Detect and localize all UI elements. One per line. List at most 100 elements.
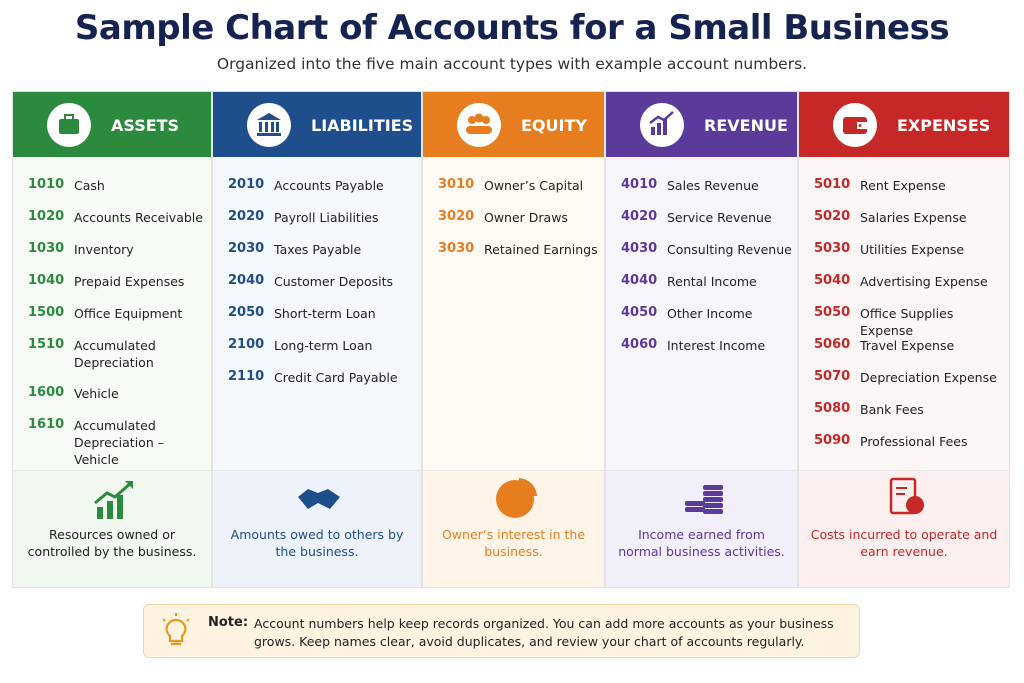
column-description: Income earned from normal business activ… (618, 527, 785, 559)
account-name: Payroll Liabilities (274, 210, 379, 225)
footer-glyph (94, 481, 133, 519)
account-name: Office Equipment (74, 306, 183, 321)
column-description: Owner’s interest in the business. (441, 527, 586, 559)
footer-icon (883, 477, 927, 525)
account-name: Owner’s Capital (484, 178, 584, 193)
account-name: Retained Earnings (484, 242, 598, 257)
subtitle: Organized into the five main account typ… (216, 55, 808, 73)
column-footer: Resources owned or controlled by the bus… (13, 470, 211, 587)
account-number: 2100 (228, 337, 265, 352)
account-name: Bank Fees (860, 402, 924, 417)
account-number: 5050 (814, 305, 851, 320)
account-number: 5080 (814, 401, 851, 416)
account-name: Travel Expense (860, 338, 955, 353)
title: Sample Chart of Accounts for a Small Bus… (74, 8, 950, 48)
column-description: Resources owned or controlled by the bus… (27, 527, 197, 559)
footer-icon (681, 477, 725, 525)
account-number: 2010 (228, 177, 265, 192)
account-name: Taxes Payable (274, 242, 362, 257)
account-name: Credit Card Payable (274, 370, 398, 385)
column-title: ASSETS (111, 116, 180, 135)
header-icon (833, 103, 877, 147)
note-box: Note: Account numbers help keep records … (143, 604, 860, 658)
account-name: Other Income (667, 306, 753, 321)
account-number: 1510 (28, 337, 65, 352)
account-name: Short-term Loan (274, 306, 376, 321)
account-name: Depreciation Expense (860, 370, 997, 385)
account-number: 5020 (814, 209, 851, 224)
column-description: Costs incurred to operate and earn reven… (810, 527, 998, 559)
footer-glyph (298, 489, 340, 509)
note-label: Note: (208, 615, 249, 630)
account-name: Utilities Expense (860, 242, 965, 257)
account-number: 4020 (621, 209, 658, 224)
account-number: 3010 (438, 177, 475, 192)
footer-glyph (889, 477, 924, 515)
account-name: Interest Income (667, 338, 766, 353)
account-number: 1610 (28, 417, 65, 432)
column-footer: Amounts owed to others by the business. (213, 470, 421, 587)
account-name: Inventory (74, 242, 134, 257)
account-name: Prepaid Expenses (74, 274, 185, 289)
account-number: 4010 (621, 177, 658, 192)
account-name: Customer Deposits (274, 274, 393, 289)
account-number: 1500 (28, 305, 65, 320)
icon-glyph (466, 113, 492, 134)
footer-icon (296, 477, 340, 525)
account-number: 5070 (814, 369, 851, 384)
column-header: EQUITY (423, 92, 604, 157)
account-name: Owner Draws (484, 210, 568, 225)
account-number: 3020 (438, 209, 475, 224)
column-header: REVENUE (606, 92, 797, 157)
column-header: LIABILITIES (213, 92, 421, 157)
note-text: Account numbers help keep records organi… (254, 616, 834, 649)
account-column: REVENUE 4010 Sales Revenue 4020 Service Reve… (605, 91, 798, 588)
account-number: 1020 (28, 209, 65, 224)
account-column: EQUITY 3010 Owner’s Capital 3020 Owner Draws… (422, 91, 605, 588)
account-column: ASSETS 1010 Cash 1020 Accounts Receivable 103… (12, 91, 212, 588)
column-title: REVENUE (704, 116, 788, 135)
account-number: 2050 (228, 305, 265, 320)
footer-glyph (495, 478, 537, 518)
column-header: EXPENSES (799, 92, 1009, 157)
account-name: Advertising Expense (860, 274, 988, 289)
account-name: Vehicle (74, 386, 119, 401)
column-footer: Costs incurred to operate and earn reven… (799, 470, 1009, 587)
account-number: 2020 (228, 209, 265, 224)
account-name: Office Supplies Expense (860, 306, 954, 338)
account-name: Accounts Receivable (74, 210, 203, 225)
column-footer: Owner’s interest in the business. (423, 470, 604, 587)
footer-glyph (684, 485, 723, 514)
bulb-icon (162, 613, 190, 646)
account-name: Accounts Payable (274, 178, 384, 193)
header-icon (457, 103, 501, 147)
column-description: Amounts owed to others by the business. (230, 527, 404, 559)
account-name: Service Revenue (667, 210, 772, 225)
footer-icon (493, 477, 537, 525)
account-number: 2030 (228, 241, 265, 256)
header-icon (247, 103, 291, 147)
account-number: 5090 (814, 433, 851, 448)
account-name: Accumulated Depreciation – Vehicle (74, 418, 164, 467)
header-icon (47, 103, 91, 147)
account-name: Long-term Loan (274, 338, 373, 353)
column-title: EQUITY (521, 116, 587, 135)
icon-glyph (257, 113, 281, 136)
icon-glyph (649, 111, 674, 135)
account-name: Cash (74, 178, 105, 193)
account-column: LIABILITIES 2010 Accounts Payable 2020 Payro… (212, 91, 422, 588)
icon-glyph (59, 114, 79, 134)
column-footer: Income earned from normal business activ… (606, 470, 797, 587)
account-number: 5040 (814, 273, 851, 288)
account-name: Rent Expense (860, 178, 946, 193)
account-name: Accumulated Depreciation (74, 338, 156, 370)
header-icon (640, 103, 684, 147)
account-name: Rental Income (667, 274, 757, 289)
account-number: 4050 (621, 305, 658, 320)
account-number: 5030 (814, 241, 851, 256)
account-number: 5060 (814, 337, 851, 352)
account-number: 1010 (28, 177, 65, 192)
account-number: 4060 (621, 337, 658, 352)
